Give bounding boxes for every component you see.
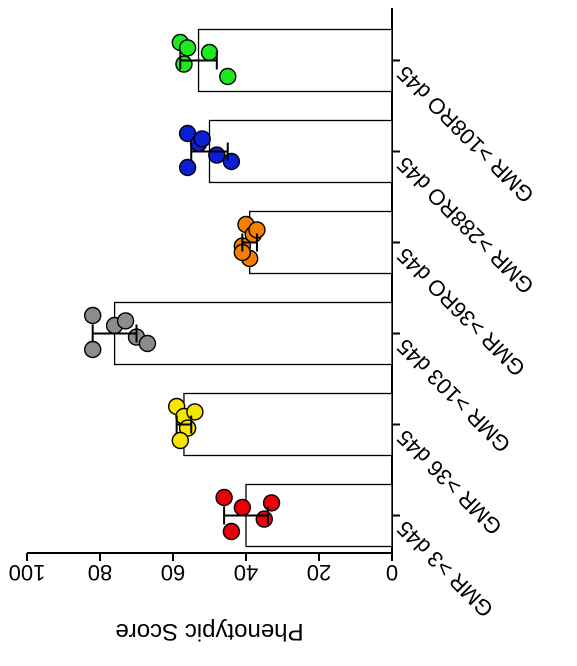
data-point	[83, 340, 102, 359]
data-point	[186, 403, 204, 421]
value-tick-label: 0	[386, 560, 398, 585]
data-point	[262, 494, 281, 512]
data-point	[83, 306, 102, 325]
axis-layer: 0 20 40 60 80 100	[9, 8, 400, 585]
value-tick-label: 80	[88, 560, 112, 585]
bar	[183, 392, 393, 457]
bars-layer	[113, 28, 393, 548]
data-point	[255, 510, 273, 528]
y-axis-label: Phenotypic Score	[115, 618, 303, 645]
value-tick-label: 40	[234, 560, 258, 585]
data-point	[116, 312, 135, 330]
data-point	[233, 498, 252, 517]
bar	[208, 119, 393, 184]
data-point	[178, 158, 197, 177]
data-point	[215, 488, 233, 507]
error-bars-layer	[91, 51, 269, 525]
value-tick-label: 60	[161, 560, 185, 585]
bar	[113, 301, 393, 366]
data-point	[193, 130, 211, 148]
data-point	[208, 146, 226, 164]
data-point	[178, 39, 197, 57]
data-point	[219, 67, 237, 86]
data-point	[222, 522, 241, 541]
data-point	[138, 334, 157, 353]
bar	[248, 210, 393, 275]
value-tick-label: 20	[307, 560, 331, 585]
data-point	[171, 431, 190, 450]
points-layer	[83, 33, 281, 541]
data-point	[200, 43, 219, 62]
data-point	[222, 152, 241, 171]
value-tick-label: 100	[9, 560, 46, 585]
data-point	[175, 55, 193, 73]
